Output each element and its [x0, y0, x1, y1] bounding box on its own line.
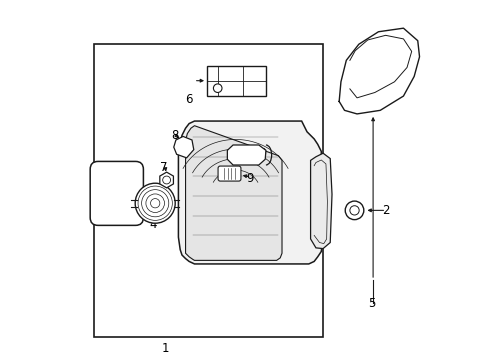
- Text: 2: 2: [381, 204, 388, 217]
- Polygon shape: [178, 121, 323, 264]
- Circle shape: [213, 84, 222, 93]
- Polygon shape: [160, 172, 173, 188]
- Polygon shape: [173, 136, 193, 158]
- Text: 8: 8: [171, 129, 178, 142]
- Polygon shape: [185, 126, 282, 260]
- Circle shape: [345, 201, 363, 220]
- Text: 1: 1: [162, 342, 169, 355]
- Text: 4: 4: [149, 218, 157, 231]
- Polygon shape: [227, 145, 265, 165]
- FancyBboxPatch shape: [218, 166, 241, 181]
- Text: 6: 6: [185, 93, 192, 106]
- Bar: [206, 66, 265, 96]
- Polygon shape: [310, 153, 331, 249]
- Text: 7: 7: [160, 161, 167, 174]
- Bar: [94, 44, 323, 337]
- Text: 10: 10: [253, 147, 267, 160]
- FancyBboxPatch shape: [90, 161, 143, 225]
- Text: 3: 3: [101, 183, 108, 195]
- Circle shape: [135, 183, 175, 223]
- Text: 5: 5: [367, 297, 374, 310]
- Text: 9: 9: [245, 172, 253, 185]
